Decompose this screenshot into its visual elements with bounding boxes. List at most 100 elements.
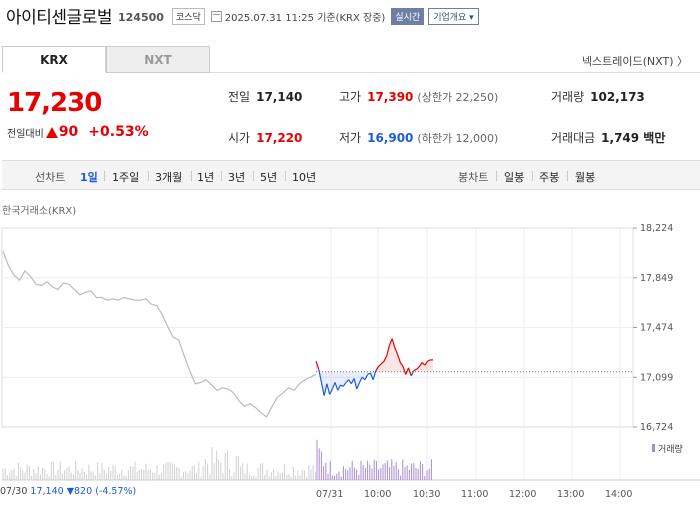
- today-line-segment: [391, 338, 396, 349]
- x-tick-label: 12:00: [509, 489, 536, 500]
- today-area-segment: [326, 371, 330, 395]
- today-line-segment: [383, 355, 388, 362]
- today-area-segment: [427, 359, 431, 372]
- stat-value: 17,390: [367, 90, 414, 104]
- stat-prev-close: 전일 17,140: [228, 88, 302, 105]
- today-line-segment: [427, 359, 431, 362]
- today-line-segment: [380, 360, 385, 365]
- stat-low: 저가 16,900 (하한가 12,000): [339, 129, 498, 146]
- today-line-segment: [418, 362, 423, 367]
- separator: [253, 171, 254, 181]
- today-line-segment: [388, 338, 393, 346]
- today-area-segment: [424, 361, 428, 372]
- stat-label: 전일: [228, 90, 251, 104]
- x-tick-label: 10:00: [364, 489, 391, 500]
- tab-divider: [2, 72, 700, 73]
- today-line-segment: [356, 382, 361, 390]
- today-line-segment: [348, 379, 352, 385]
- today-line-segment: [402, 366, 407, 375]
- period-1d[interactable]: 1일: [80, 171, 98, 184]
- today-area-segment: [419, 362, 423, 372]
- prev-day-percent: (-4.57%): [95, 486, 137, 497]
- up-arrow-icon: [45, 126, 58, 138]
- today-line-segment: [410, 370, 415, 377]
- today-area-segment: [397, 354, 401, 372]
- prev-day-close: 17,140: [30, 486, 64, 497]
- today-line-segment: [375, 366, 380, 371]
- stat-volume: 거래량 102,173: [551, 88, 645, 105]
- realtime-button[interactable]: 실시간: [391, 8, 425, 25]
- stat-label: 거래대금: [551, 131, 596, 145]
- price-change: 전일대비 90 +0.53%: [7, 124, 149, 140]
- candle-weekly[interactable]: 주봉: [539, 171, 560, 184]
- today-line-segment: [315, 361, 320, 370]
- today-area-segment: [430, 359, 433, 372]
- y-tick-label: 17,474: [640, 323, 673, 334]
- today-line-segment: [337, 384, 342, 391]
- candle-daily[interactable]: 일봉: [504, 171, 525, 184]
- today-line-segment: [340, 384, 344, 387]
- today-area-segment: [340, 371, 344, 387]
- exchange-label: 한국거래소(KRX): [2, 206, 77, 217]
- separator: [496, 171, 497, 181]
- stat-value: 16,900: [367, 131, 414, 145]
- today-area-segment: [386, 345, 390, 372]
- stat-label: 거래량: [551, 90, 585, 104]
- prev-day-label: 07/30: [0, 486, 28, 497]
- stat-high: 고가 17,390 (상한가 22,250): [339, 88, 498, 105]
- tab-krx[interactable]: KRX: [2, 46, 106, 73]
- candle-monthly[interactable]: 월봉: [575, 171, 596, 184]
- stat-label: 고가: [339, 90, 362, 104]
- today-line-segment: [345, 379, 350, 383]
- today-line-segment: [359, 376, 363, 383]
- today-line-segment: [342, 382, 347, 387]
- x-tick-label: 14:00: [605, 489, 632, 500]
- today-line-segment: [413, 368, 417, 372]
- today-line-segment: [329, 388, 333, 395]
- period-5y[interactable]: 5년: [260, 171, 278, 184]
- x-tick-label: 10:30: [413, 489, 440, 500]
- change-percent: +0.53%: [88, 124, 149, 140]
- tab-nxt[interactable]: NXT: [106, 46, 210, 73]
- today-line-segment: [378, 363, 382, 367]
- volume-legend-label: 거래량: [658, 443, 683, 455]
- period-1y[interactable]: 1년: [197, 171, 215, 184]
- x-tick-label: 11:00: [461, 489, 488, 500]
- stat-open: 시가 17,220: [228, 129, 302, 146]
- today-line-segment: [331, 382, 336, 390]
- upper-limit: (상한가 22,250): [417, 91, 499, 104]
- stock-title: 아이티센글로벌: [6, 7, 112, 28]
- candle-chart-label: 봉차트: [458, 171, 489, 184]
- period-1w[interactable]: 1주일: [112, 171, 140, 184]
- stat-label: 저가: [339, 131, 362, 145]
- change-value: 90: [58, 124, 79, 140]
- stat-value: 17,140: [256, 90, 303, 104]
- line-chart-label: 선차트: [35, 171, 66, 184]
- today-line-segment: [361, 376, 366, 381]
- period-3m[interactable]: 3개월: [155, 171, 183, 184]
- separator: [221, 171, 222, 181]
- today-line-segment: [318, 369, 323, 383]
- stock-header: 아이티센글로벌 124500 코스닥 2025.07.31 11:25 기준(K…: [6, 4, 479, 28]
- today-line-segment: [350, 378, 355, 385]
- today-line-segment: [320, 382, 325, 396]
- calendar-icon: [210, 11, 222, 22]
- today-area-segment: [400, 362, 404, 372]
- prev-day-summary: 07/30 17,140 ▼820 (-4.57%): [0, 486, 136, 497]
- y-tick-label: 17,849: [640, 273, 673, 284]
- today-area-segment: [332, 371, 336, 390]
- today-line-segment: [394, 347, 399, 355]
- today-area-segment: [329, 371, 333, 395]
- today-area-segment: [348, 371, 352, 384]
- today-line-segment: [334, 382, 339, 391]
- today-line-segment: [326, 383, 331, 395]
- period-3y[interactable]: 3년: [228, 171, 246, 184]
- separator: [148, 171, 149, 181]
- nextrade-link[interactable]: 넥스트레이드(NXT) 〉: [581, 55, 688, 68]
- company-info-dropdown[interactable]: 기업개요 ▾: [428, 8, 479, 25]
- stock-code: 124500: [117, 10, 164, 24]
- today-area-segment: [359, 371, 363, 383]
- period-10y[interactable]: 10년: [292, 171, 317, 184]
- current-price: 17,230: [7, 88, 102, 118]
